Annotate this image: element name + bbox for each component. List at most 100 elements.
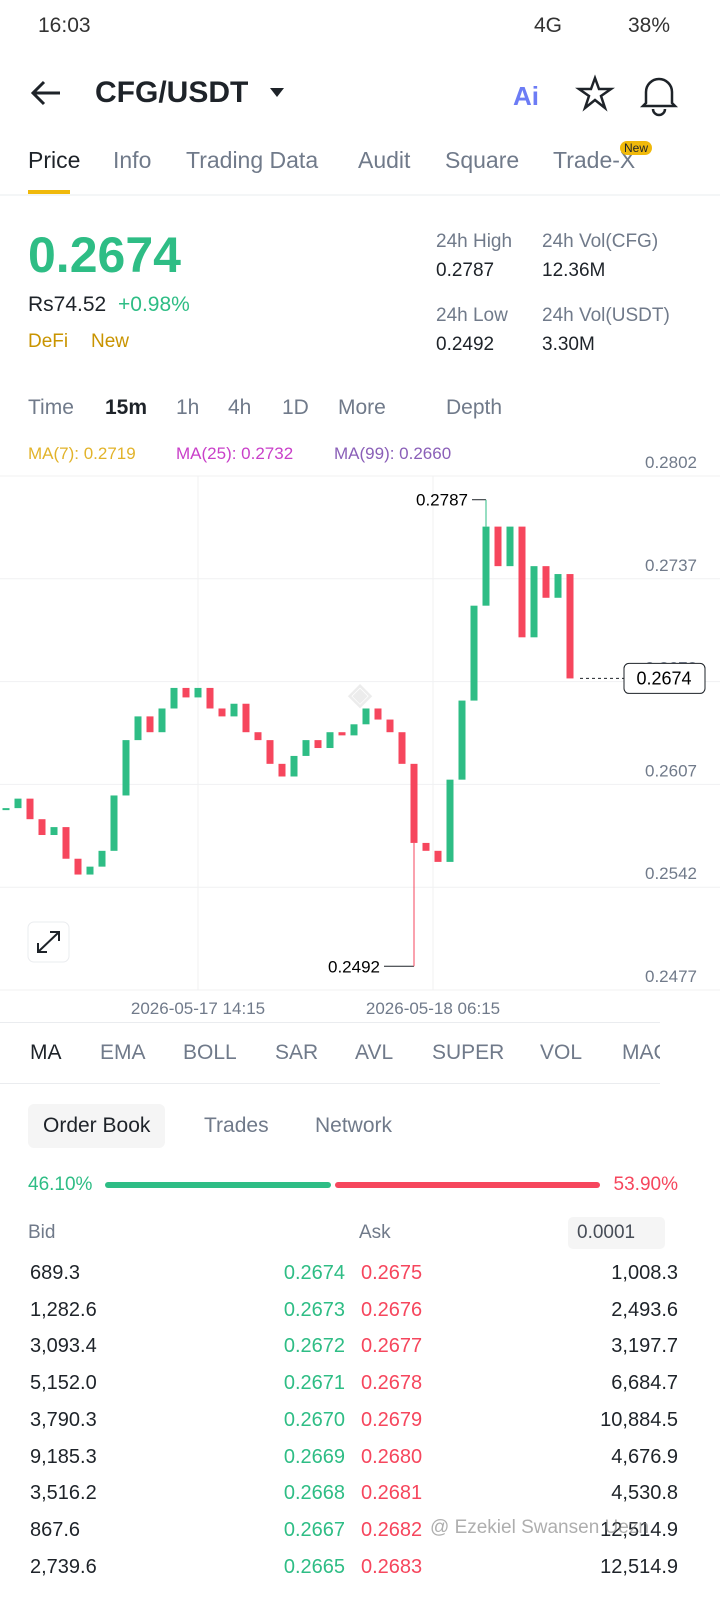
candle [158, 708, 166, 733]
stat-value: 12.36M [542, 260, 606, 281]
stat-value: 0.2787 [436, 260, 495, 281]
ma-legend: MA(99): 0.2660 [334, 444, 452, 463]
candle [74, 858, 82, 875]
ai-icon[interactable]: Ai [513, 81, 539, 111]
indicator[interactable]: VOL [540, 1041, 583, 1064]
interval[interactable]: 1D [282, 396, 309, 419]
change: +0.98% [118, 293, 190, 316]
candle [506, 526, 514, 567]
candle [194, 687, 202, 698]
interval[interactable]: More [338, 396, 386, 419]
precision[interactable]: 0.0001 [568, 1217, 666, 1249]
indicator[interactable]: MA [30, 1041, 62, 1064]
bid-bar [105, 1182, 331, 1188]
y-tick-label: 0.2607 [645, 761, 697, 780]
candle [182, 687, 190, 698]
stat-label: 24h Low [436, 305, 508, 326]
candle [122, 740, 130, 796]
tab[interactable]: Square [445, 147, 520, 173]
y-tick-label: 0.2802 [645, 453, 697, 472]
indicator[interactable]: BOLL [183, 1041, 237, 1064]
badge: New [620, 141, 653, 155]
indicator[interactable]: SAR [275, 1041, 319, 1064]
candle [398, 732, 406, 764]
ask-price: 0.2683 [361, 1555, 423, 1578]
ask-price: 0.2678 [361, 1372, 423, 1395]
tab-indicator [28, 190, 70, 194]
bid-qty: 9,185.3 [30, 1445, 97, 1468]
candle [302, 740, 310, 756]
candle [434, 850, 442, 862]
stat-label: 24h Vol(CFG) [542, 231, 659, 252]
ask-bar [335, 1182, 600, 1188]
tab[interactable]: Trading Data [186, 147, 319, 173]
indicator[interactable]: EMA [100, 1041, 146, 1064]
interval[interactable]: 1h [176, 396, 200, 419]
candle [314, 740, 322, 749]
y-tick-label: 0.2737 [645, 556, 697, 575]
last-box [623, 662, 706, 694]
watermark-logo: ◈ [347, 678, 372, 711]
bid-qty: 3,790.3 [30, 1408, 97, 1431]
bell[interactable] [639, 77, 679, 117]
indicator[interactable]: SUPER [432, 1041, 505, 1064]
bid-price: 0.2671 [283, 1372, 345, 1395]
ask-price: 0.2680 [361, 1445, 423, 1468]
candle [266, 740, 274, 764]
icons: Ai [0, 74, 720, 196]
candle [86, 866, 94, 875]
candle [110, 795, 118, 851]
tab[interactable]: Audit [358, 147, 411, 173]
back-arrow[interactable] [30, 80, 60, 106]
ask-price: 0.2682 [361, 1518, 423, 1541]
stat-value: 0.2492 [436, 334, 495, 355]
candle [338, 732, 346, 736]
candle [218, 708, 226, 717]
pair[interactable]: CFG/USDT [95, 76, 249, 109]
bid-price: 0.2665 [283, 1555, 345, 1578]
ask-price: 0.2675 [361, 1262, 423, 1284]
candle [518, 526, 526, 638]
candle [170, 687, 178, 709]
bid-price: 0.2667 [283, 1518, 345, 1541]
last-price: 0.2674 [28, 227, 181, 283]
ask-header: Ask [359, 1222, 391, 1243]
orderbook-tab[interactable]: Trades [204, 1114, 269, 1137]
candle [386, 719, 394, 733]
bid-price: 0.2668 [283, 1482, 345, 1505]
candle [566, 574, 574, 679]
orderbook-tab[interactable]: Network [315, 1114, 393, 1137]
indicator[interactable]: MACD [622, 1041, 660, 1064]
indicator[interactable]: AVL [355, 1041, 394, 1064]
tag[interactable]: New [91, 331, 130, 352]
ask-qty: 6,684.7 [611, 1372, 678, 1395]
tab[interactable]: Price [28, 147, 81, 173]
ask-qty: 3,197.7 [611, 1335, 678, 1358]
status-network: 4G [534, 14, 563, 37]
candle [242, 703, 250, 733]
ask-qty: 2,493.6 [611, 1298, 678, 1321]
status-time: 16:03 [38, 14, 91, 37]
interval[interactable]: Time [28, 396, 74, 419]
candle [146, 716, 154, 733]
expand-icon [37, 931, 60, 953]
interval[interactable]: Depth [446, 396, 503, 419]
star[interactable] [575, 74, 615, 112]
ask-price: 0.2677 [361, 1335, 423, 1358]
ask-qty: 12,514.9 [600, 1518, 678, 1541]
candle [482, 526, 490, 606]
kline-chart[interactable]: 0.28020.27370.26720.26070.25420.24772026… [0, 436, 720, 1036]
orderbook-tab[interactable]: Order Book [28, 1104, 166, 1148]
candle [446, 779, 454, 862]
candle [134, 716, 142, 741]
ask-price: 0.2676 [361, 1298, 423, 1321]
tag[interactable]: DeFi [28, 331, 69, 352]
dropdown[interactable] [270, 88, 284, 97]
tab[interactable]: Info [113, 147, 152, 173]
candle [254, 732, 262, 741]
interval[interactable]: 15m [105, 396, 148, 419]
candle [290, 755, 298, 777]
candle [2, 808, 10, 811]
interval[interactable]: 4h [228, 396, 252, 419]
bid-qty: 5,152.0 [30, 1372, 97, 1395]
